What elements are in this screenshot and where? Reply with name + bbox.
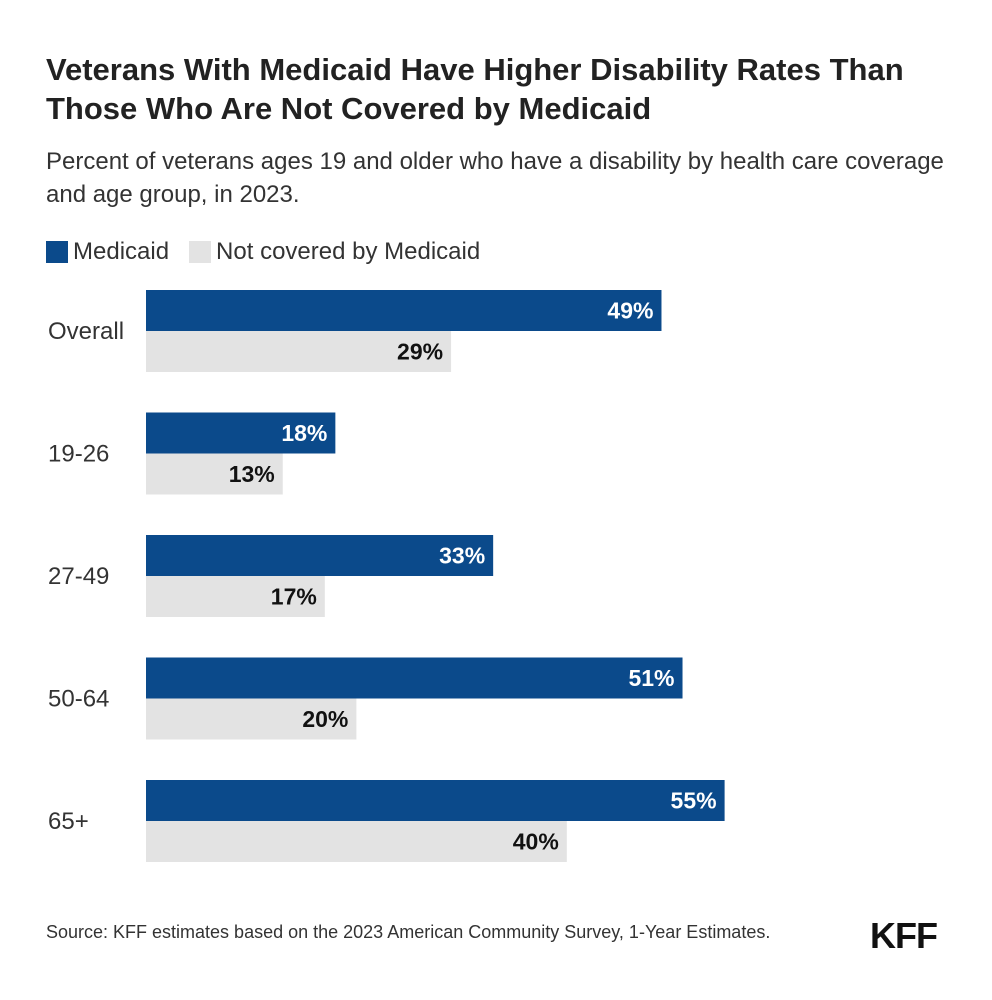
- legend-item-medicaid: Medicaid: [46, 238, 169, 266]
- bar-not-covered-by-medicaid-19-26: [146, 453, 283, 495]
- legend-label-medicaid: Medicaid: [73, 238, 170, 265]
- value-label-medicaid-27-49: 33%: [439, 543, 485, 569]
- legend-swatch-medicaid: [46, 241, 68, 263]
- category-label-overall: Overall: [48, 318, 124, 345]
- bar-not-covered-by-medicaid-27-49: [146, 576, 325, 617]
- value-label-medicaid-65: 55%: [671, 788, 717, 814]
- category-label-65: 65+: [48, 808, 89, 835]
- chart-title: Veterans With Medicaid Have Higher Disab…: [46, 52, 904, 126]
- legend-swatch-not-covered: [189, 241, 212, 263]
- bar-medicaid-27-49: [146, 535, 494, 576]
- value-label-medicaid-19-26: 18%: [281, 420, 327, 446]
- bar-not-covered-by-medicaid-50-64: [146, 698, 357, 740]
- value-label-not-covered-by-medicaid-19-26: 13%: [229, 461, 275, 487]
- category-label-19-26: 19-26: [48, 441, 109, 468]
- value-label-not-covered-by-medicaid-27-49: 17%: [271, 584, 317, 610]
- value-label-not-covered-by-medicaid-50-64: 20%: [302, 706, 348, 732]
- category-label-50-64: 50-64: [48, 686, 109, 713]
- value-label-not-covered-by-medicaid-65: 40%: [513, 829, 559, 855]
- value-label-not-covered-by-medicaid-overall: 29%: [397, 339, 443, 365]
- bar-medicaid-50-64: [146, 657, 683, 699]
- legend-item-not-covered: Not covered by Medicaid: [189, 238, 480, 266]
- bar-not-covered-by-medicaid-overall: [146, 331, 452, 372]
- value-label-medicaid-overall: 49%: [607, 298, 653, 324]
- bar-not-covered-by-medicaid-65: [146, 821, 567, 862]
- chart-subtitle: Percent of veterans ages 19 and older wh…: [46, 148, 944, 208]
- bar-medicaid-overall: [146, 290, 662, 331]
- legend: Medicaid Not covered by Medicaid: [46, 237, 500, 267]
- legend-label-not-covered: Not covered by Medicaid: [216, 238, 481, 265]
- category-label-27-49: 27-49: [48, 563, 109, 590]
- bar-chart: Overall 49% 29% 19-26 18%13% 27-49 33% 17% 50-64…: [48, 290, 725, 862]
- kff-logo: KFF: [870, 915, 938, 956]
- bar-medicaid-65: [146, 780, 725, 821]
- bar-medicaid-19-26: [146, 412, 336, 454]
- value-label-medicaid-50-64: 51%: [628, 665, 674, 691]
- source-note: Source: KFF estimates based on the 2023 …: [46, 922, 771, 942]
